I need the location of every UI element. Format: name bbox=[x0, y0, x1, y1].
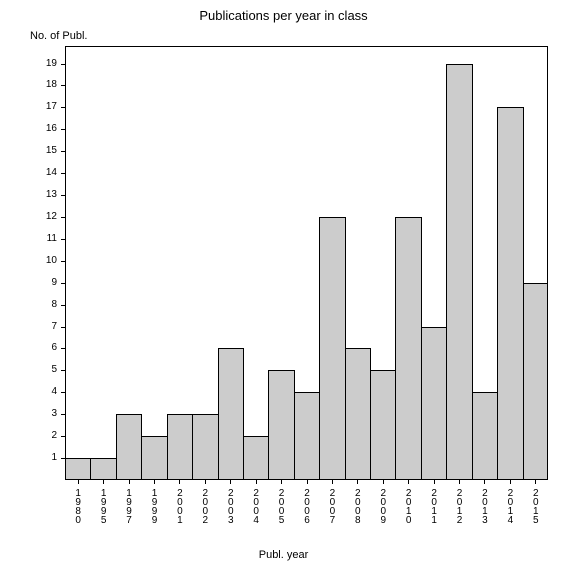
x-tick-mark bbox=[510, 480, 511, 484]
x-tick-mark bbox=[205, 480, 206, 484]
y-tick-mark bbox=[61, 239, 65, 240]
bar bbox=[116, 414, 142, 480]
bar bbox=[294, 392, 320, 480]
x-tick-label: 2013 bbox=[479, 488, 489, 524]
x-tick-mark bbox=[103, 480, 104, 484]
x-tick-mark bbox=[332, 480, 333, 484]
x-tick-mark bbox=[357, 480, 358, 484]
y-tick-label: 6 bbox=[37, 342, 57, 353]
x-tick-label: 2001 bbox=[174, 488, 184, 524]
x-tick-mark bbox=[256, 480, 257, 484]
x-tick-mark bbox=[383, 480, 384, 484]
y-tick-label: 19 bbox=[37, 58, 57, 69]
y-tick-label: 9 bbox=[37, 277, 57, 288]
x-tick-label: 1980 bbox=[73, 488, 83, 524]
y-tick-mark bbox=[61, 305, 65, 306]
x-tick-label: 2002 bbox=[200, 488, 210, 524]
bar bbox=[472, 392, 498, 480]
x-tick-mark bbox=[408, 480, 409, 484]
x-tick-label: 2010 bbox=[403, 488, 413, 524]
bar bbox=[192, 414, 218, 480]
y-tick-label: 16 bbox=[37, 123, 57, 134]
y-tick-label: 15 bbox=[37, 145, 57, 156]
y-tick-label: 5 bbox=[37, 364, 57, 375]
x-tick-label: 2014 bbox=[505, 488, 515, 524]
x-tick-mark bbox=[459, 480, 460, 484]
y-tick-mark bbox=[61, 327, 65, 328]
y-tick-mark bbox=[61, 107, 65, 108]
bar bbox=[243, 436, 269, 480]
y-tick-mark bbox=[61, 151, 65, 152]
y-tick-mark bbox=[61, 85, 65, 86]
x-tick-label: 2008 bbox=[352, 488, 362, 524]
y-tick-mark bbox=[61, 348, 65, 349]
bar bbox=[268, 370, 294, 480]
y-tick-label: 8 bbox=[37, 299, 57, 310]
bar bbox=[421, 327, 447, 480]
chart-container: Publications per year in class No. of Pu… bbox=[0, 0, 567, 567]
x-tick-label: 2009 bbox=[378, 488, 388, 524]
x-tick-label: 1997 bbox=[124, 488, 134, 524]
bar bbox=[370, 370, 396, 480]
bar bbox=[141, 436, 167, 480]
y-tick-label: 13 bbox=[37, 189, 57, 200]
x-tick-mark bbox=[434, 480, 435, 484]
x-tick-label: 2011 bbox=[429, 488, 439, 524]
y-tick-mark bbox=[61, 414, 65, 415]
x-tick-mark bbox=[307, 480, 308, 484]
bar bbox=[218, 348, 244, 480]
x-tick-label: 1999 bbox=[149, 488, 159, 524]
x-tick-label: 2003 bbox=[225, 488, 235, 524]
bar bbox=[523, 283, 548, 480]
bar bbox=[90, 458, 116, 480]
y-tick-label: 17 bbox=[37, 101, 57, 112]
bar bbox=[345, 348, 371, 480]
x-tick-mark bbox=[129, 480, 130, 484]
bar bbox=[167, 414, 193, 480]
y-tick-mark bbox=[61, 283, 65, 284]
y-tick-label: 7 bbox=[37, 321, 57, 332]
bar bbox=[395, 217, 421, 480]
x-tick-mark bbox=[78, 480, 79, 484]
y-tick-mark bbox=[61, 217, 65, 218]
y-tick-mark bbox=[61, 129, 65, 130]
x-tick-label: 1995 bbox=[98, 488, 108, 524]
x-axis-title: Publ. year bbox=[0, 549, 567, 561]
y-tick-mark bbox=[61, 64, 65, 65]
x-tick-label: 2005 bbox=[276, 488, 286, 524]
y-tick-mark bbox=[61, 195, 65, 196]
y-tick-mark bbox=[61, 261, 65, 262]
x-tick-label: 2012 bbox=[454, 488, 464, 524]
chart-title: Publications per year in class bbox=[0, 8, 567, 23]
y-tick-label: 1 bbox=[37, 452, 57, 463]
x-tick-label: 2006 bbox=[302, 488, 312, 524]
y-axis-title: No. of Publ. bbox=[30, 30, 87, 42]
x-tick-mark bbox=[179, 480, 180, 484]
y-tick-mark bbox=[61, 436, 65, 437]
x-tick-label: 2015 bbox=[530, 488, 540, 524]
x-tick-mark bbox=[535, 480, 536, 484]
bar bbox=[65, 458, 91, 480]
bar bbox=[497, 107, 523, 480]
x-tick-label: 2004 bbox=[251, 488, 261, 524]
y-tick-label: 4 bbox=[37, 386, 57, 397]
bar bbox=[446, 64, 472, 480]
x-tick-label: 2007 bbox=[327, 488, 337, 524]
x-tick-mark bbox=[484, 480, 485, 484]
y-tick-label: 11 bbox=[37, 233, 57, 244]
x-tick-mark bbox=[230, 480, 231, 484]
x-tick-mark bbox=[281, 480, 282, 484]
y-tick-label: 3 bbox=[37, 408, 57, 419]
y-tick-mark bbox=[61, 392, 65, 393]
y-tick-label: 18 bbox=[37, 79, 57, 90]
y-tick-mark bbox=[61, 370, 65, 371]
bar bbox=[319, 217, 345, 480]
y-tick-mark bbox=[61, 173, 65, 174]
y-tick-label: 14 bbox=[37, 167, 57, 178]
x-tick-mark bbox=[154, 480, 155, 484]
y-tick-label: 10 bbox=[37, 255, 57, 266]
y-tick-label: 12 bbox=[37, 211, 57, 222]
y-tick-label: 2 bbox=[37, 430, 57, 441]
